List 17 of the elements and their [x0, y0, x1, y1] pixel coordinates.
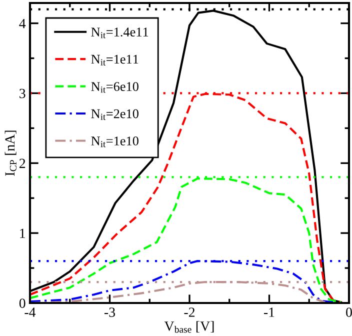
x-tick-label: -1 — [264, 308, 274, 317]
x-tick-label: -3 — [104, 308, 115, 317]
x-tick-label: -4 — [24, 308, 36, 317]
y-tick-label: 4 — [19, 18, 26, 28]
y-tick-label: 1 — [20, 228, 25, 238]
legend-label: N$_{it}$=1.4e11 — [91, 28, 148, 38]
y-tick-label: 2 — [20, 158, 26, 168]
legend-label: N$_{it}$=6e10 — [91, 82, 138, 93]
x-tick-label: 0 — [346, 308, 352, 317]
y-tick-label: 3 — [20, 88, 26, 98]
y-tick-label: 0 — [19, 298, 26, 308]
x-axis-title: V$_{base}$ [V] — [164, 321, 214, 333]
legend-label: N$_{it}$=1e10 — [91, 136, 138, 148]
legend-label: N$_{it}$=1e11 — [91, 54, 138, 66]
legend-label: N$_{it}$=2e10 — [91, 109, 138, 120]
x-tick-label: -2 — [184, 308, 195, 317]
y-axis-title: I$_{CP}$ [nA] — [4, 130, 16, 176]
